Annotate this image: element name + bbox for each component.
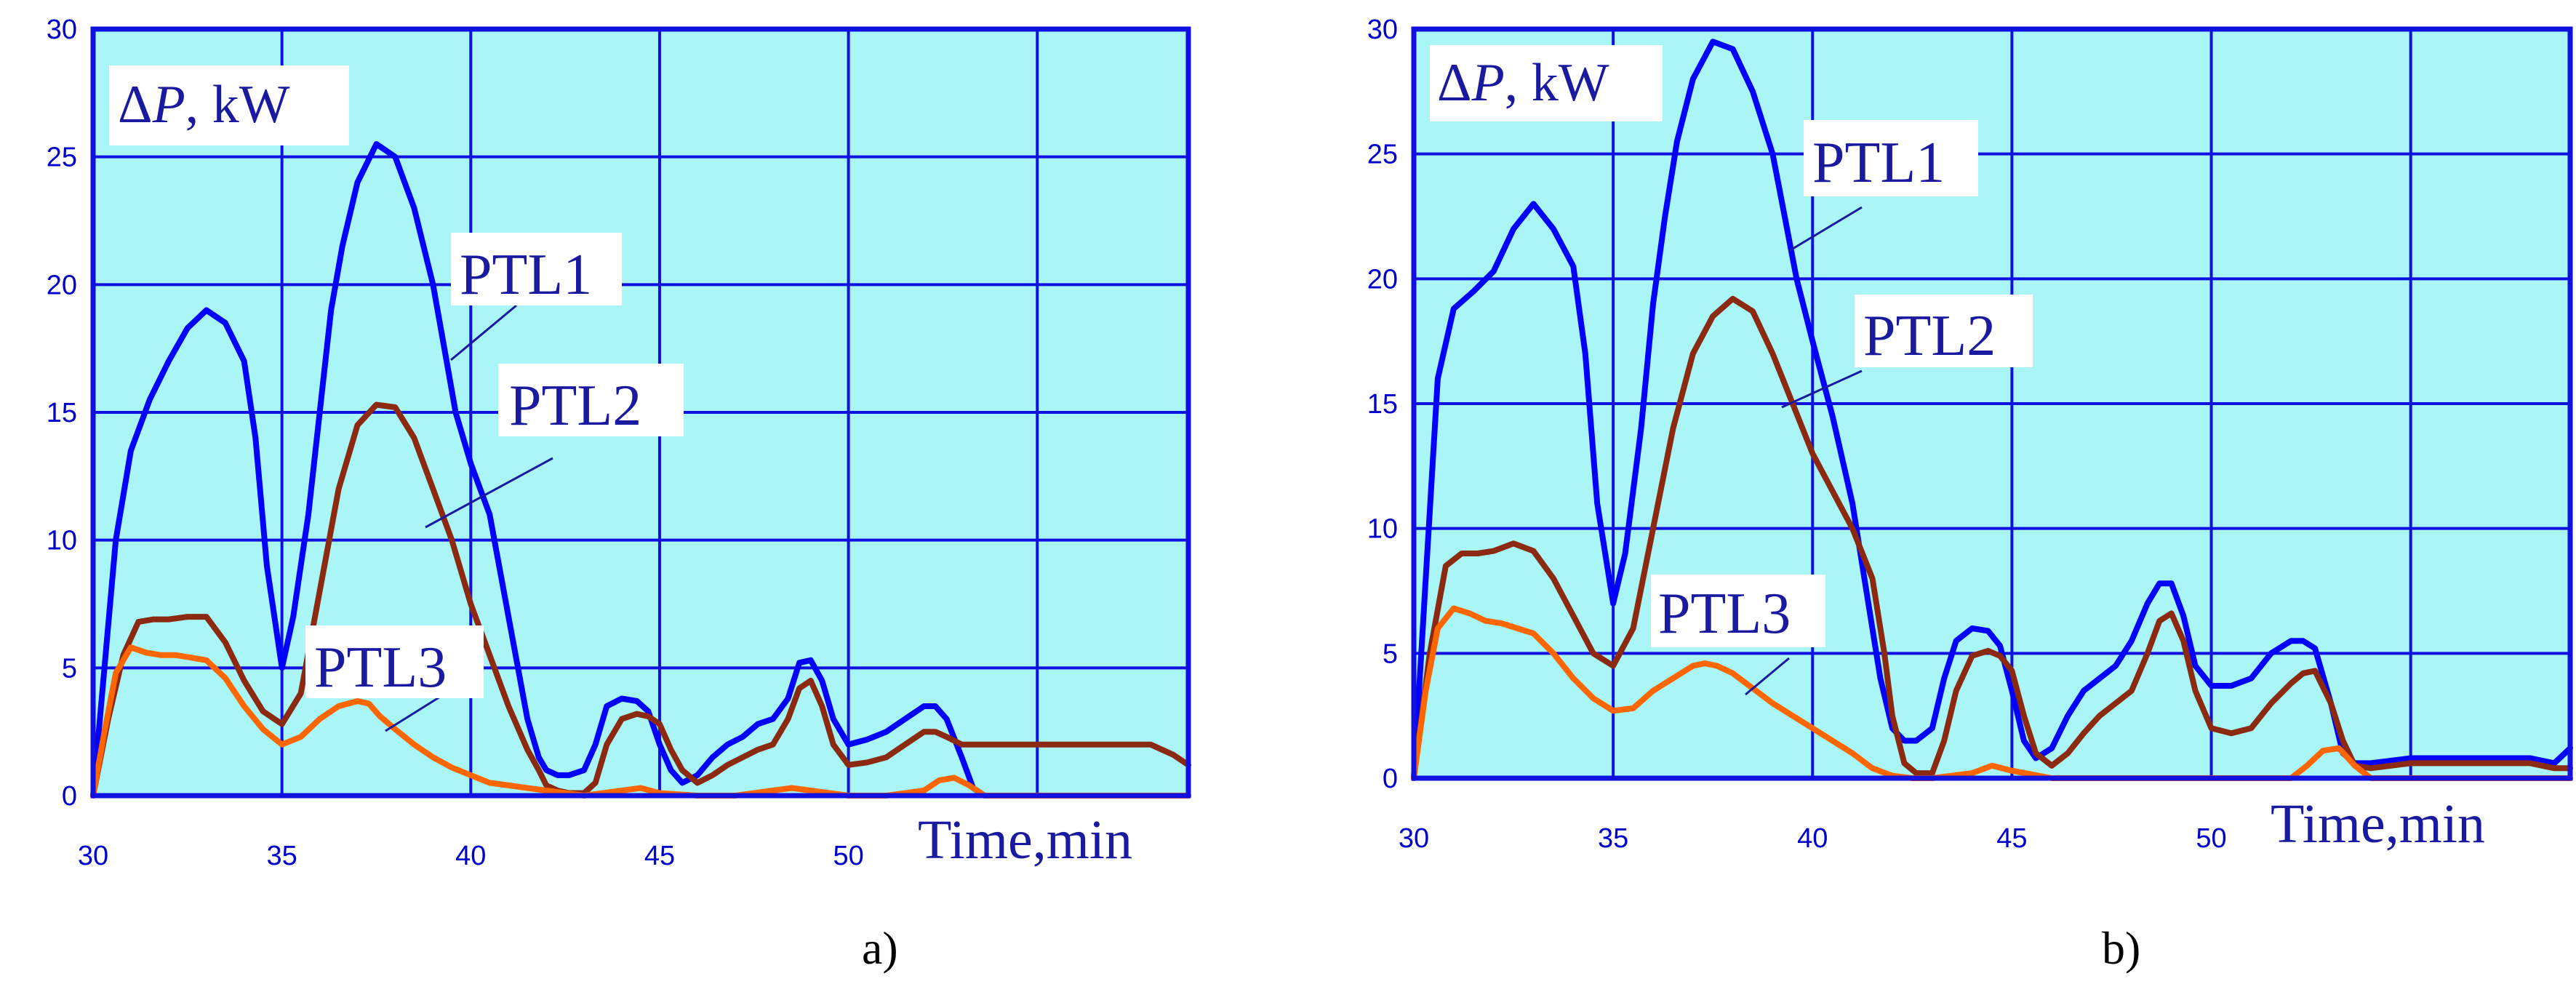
panel-caption: b) bbox=[2102, 922, 2140, 974]
y-tick-label: 0 bbox=[1383, 764, 1398, 794]
x-tick-label: 35 bbox=[267, 841, 297, 871]
series-label-ptl2: PTL2 bbox=[509, 374, 641, 438]
series-label-ptl1: PTL1 bbox=[460, 243, 592, 307]
series-label-ptl3: PTL3 bbox=[1658, 582, 1791, 646]
y-tick-label: 0 bbox=[62, 781, 77, 812]
series-label-background-ptl3 bbox=[1651, 575, 1825, 647]
plot-frame bbox=[90, 26, 1191, 799]
x-tick-label: 40 bbox=[455, 841, 486, 871]
series-label-leader-ptl2 bbox=[1781, 369, 1863, 409]
series-line-ptl2 bbox=[90, 401, 1191, 799]
series-layer bbox=[90, 141, 1191, 799]
x-tick-label: 30 bbox=[1399, 823, 1429, 854]
series-line-ptl1 bbox=[1411, 39, 2573, 781]
y-axis-label-delta: Δ bbox=[118, 75, 153, 135]
y-axis-label: ΔP, kW bbox=[118, 75, 290, 135]
series-label-leader-ptl1 bbox=[1788, 206, 1863, 252]
series-line-ptl3 bbox=[90, 644, 1191, 799]
y-tick-labels: 0 5 10 15 20 25 30 bbox=[1367, 15, 1398, 794]
x-tick-labels: 30 35 40 45 50 bbox=[1399, 823, 2227, 854]
series-label-leader-ptl3 bbox=[385, 693, 444, 732]
y-tick-label: 25 bbox=[47, 143, 77, 173]
x-tick-label: 45 bbox=[644, 841, 675, 871]
y-axis-label-delta: Δ bbox=[1437, 53, 1472, 113]
series-label-leader-ptl2 bbox=[425, 457, 553, 529]
y-tick-label: 20 bbox=[47, 270, 77, 300]
x-tick-label: 35 bbox=[1598, 823, 1628, 854]
y-tick-label: 30 bbox=[1367, 15, 1398, 45]
y-tick-label: 30 bbox=[47, 15, 77, 45]
y-tick-label: 10 bbox=[47, 526, 77, 556]
series-label-background-ptl1 bbox=[1804, 120, 1978, 196]
x-tick-labels: 30 35 40 45 50 bbox=[78, 841, 864, 871]
y-tick-label: 15 bbox=[47, 398, 77, 428]
series-layer bbox=[1411, 39, 2573, 781]
y-tick-label: 15 bbox=[1367, 389, 1398, 420]
series-line-ptl1 bbox=[90, 141, 1191, 799]
y-axis-label-symbol: P bbox=[1471, 53, 1505, 113]
series-label-background-ptl1 bbox=[451, 233, 622, 305]
series-line-ptl2 bbox=[1411, 295, 2573, 781]
y-axis-label-background bbox=[1430, 45, 1663, 121]
y-axis-label-symbol: P bbox=[152, 75, 185, 135]
x-tick-label: 50 bbox=[2196, 823, 2226, 854]
y-tick-label: 20 bbox=[1367, 264, 1398, 295]
y-tick-label: 10 bbox=[1367, 514, 1398, 545]
y-tick-label: 5 bbox=[1383, 639, 1398, 669]
panel-caption: a) bbox=[862, 922, 898, 974]
series-label-background-ptl2 bbox=[498, 364, 684, 436]
y-tick-label: 25 bbox=[1367, 140, 1398, 170]
x-tick-label: 40 bbox=[1797, 823, 1828, 854]
series-line-ptl3 bbox=[1411, 605, 2573, 781]
x-axis-label-background bbox=[909, 801, 1207, 874]
series-label-leader-ptl3 bbox=[1745, 657, 1790, 696]
series-label-leader-ptl1 bbox=[450, 304, 517, 361]
x-axis-label-background bbox=[2263, 785, 2570, 858]
plot-frame bbox=[1411, 26, 2573, 781]
x-axis-label: Time,min bbox=[2271, 793, 2485, 855]
series-label-ptl2: PTL2 bbox=[1863, 304, 1996, 368]
series-label-background-ptl3 bbox=[305, 625, 484, 698]
y-axis-label-unit: , kW bbox=[1505, 53, 1609, 113]
x-tick-label: 45 bbox=[1996, 823, 2027, 854]
y-axis-label-background bbox=[109, 65, 349, 145]
y-tick-labels: 0 5 10 15 20 25 30 bbox=[47, 15, 77, 812]
x-axis-label: Time,min bbox=[918, 809, 1132, 871]
y-tick-label: 5 bbox=[62, 653, 77, 684]
series-label-ptl1: PTL1 bbox=[1812, 131, 1945, 195]
series-label-background-ptl2 bbox=[1855, 295, 2033, 367]
x-tick-label: 50 bbox=[833, 841, 863, 871]
y-axis-label-unit: , kW bbox=[185, 75, 290, 135]
x-tick-label: 30 bbox=[78, 841, 108, 871]
series-label-ptl3: PTL3 bbox=[314, 636, 447, 700]
y-axis-label: ΔP, kW bbox=[1437, 53, 1609, 113]
